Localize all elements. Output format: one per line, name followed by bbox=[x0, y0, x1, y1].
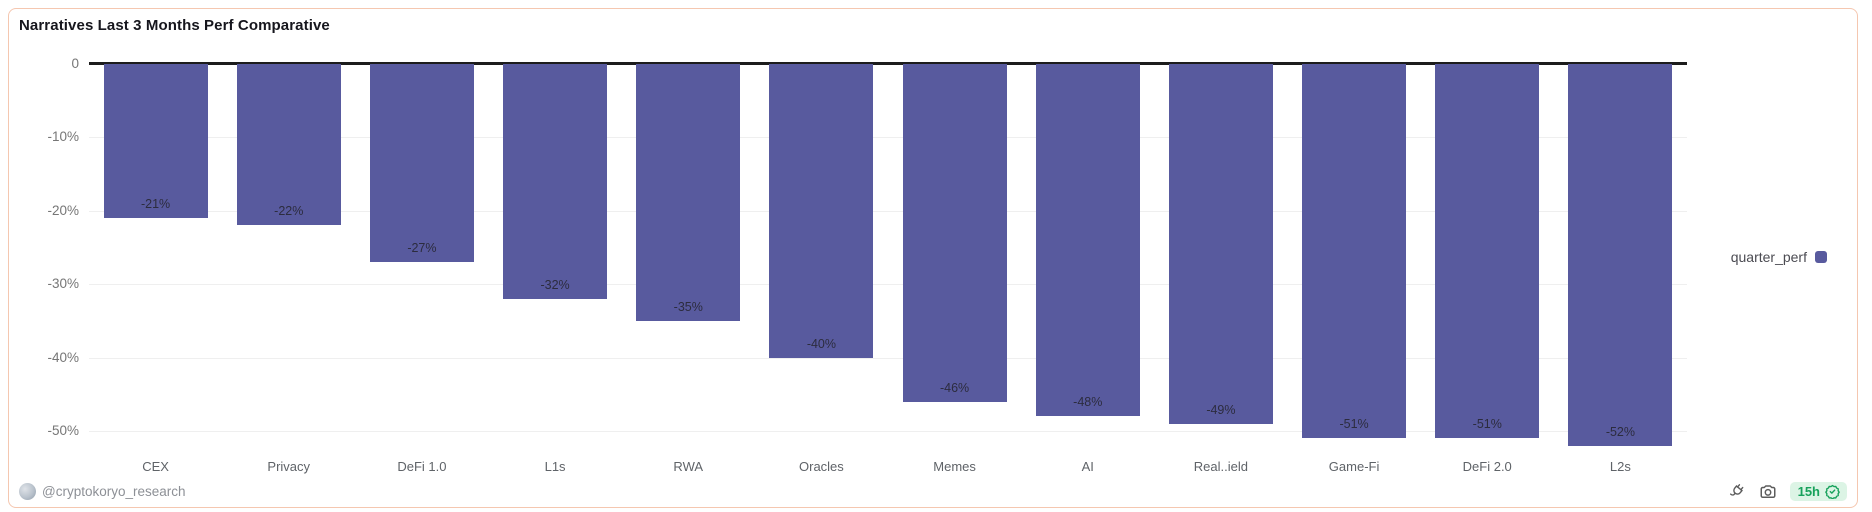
bar-value-label: -46% bbox=[939, 380, 970, 395]
plug-icon[interactable] bbox=[1728, 482, 1747, 501]
category-label-L1s: L1s bbox=[544, 459, 566, 474]
gridline bbox=[89, 284, 1687, 286]
bar-CEX[interactable]: -21% bbox=[103, 64, 208, 219]
category-label-Game-Fi: Game-Fi bbox=[1328, 459, 1380, 474]
y-axis-tick-label: 0 bbox=[71, 56, 79, 71]
y-axis-tick-label: -40% bbox=[47, 349, 79, 365]
bar-DeFi 2.0[interactable]: -51% bbox=[1435, 64, 1540, 439]
category-label-DeFi 1.0: DeFi 1.0 bbox=[397, 459, 447, 474]
bar-value-label: -48% bbox=[1073, 395, 1103, 410]
chart-title: Narratives Last 3 Months Perf Comparativ… bbox=[19, 17, 330, 34]
y-axis-tick-label: -20% bbox=[47, 202, 79, 218]
bar-value-label: -51% bbox=[1339, 417, 1369, 432]
bar-value-label: -35% bbox=[673, 299, 703, 314]
legend-swatch-icon bbox=[1815, 251, 1827, 263]
bar-Privacy[interactable]: -22% bbox=[236, 64, 341, 226]
footer-actions: 15h bbox=[1728, 482, 1847, 501]
avatar bbox=[19, 483, 36, 500]
bar-value-label: -52% bbox=[1605, 424, 1635, 439]
category-label-L2s: L2s bbox=[1609, 459, 1631, 474]
category-label-Privacy: Privacy bbox=[267, 459, 311, 474]
legend-label: quarter_perf bbox=[1730, 249, 1807, 265]
bar-value-label: -32% bbox=[540, 277, 570, 292]
gridline bbox=[89, 137, 1687, 139]
y-axis-tick-label: -10% bbox=[47, 129, 79, 145]
bar-value-label: -27% bbox=[407, 241, 437, 256]
freshness-badge[interactable]: 15h bbox=[1789, 482, 1847, 501]
bar-DeFi 1.0[interactable]: -27% bbox=[369, 64, 474, 263]
category-label-CEX: CEX bbox=[142, 459, 169, 474]
category-label-Oracles: Oracles bbox=[799, 459, 844, 474]
category-label-AI: AI bbox=[1081, 459, 1094, 474]
legend[interactable]: quarter_perf bbox=[1731, 249, 1827, 265]
gridline bbox=[89, 431, 1687, 432]
bar-AI[interactable]: -48% bbox=[1035, 64, 1140, 417]
bar-L1s[interactable]: -32% bbox=[503, 64, 608, 299]
bar-value-label: -21% bbox=[140, 197, 171, 212]
bar-Memes[interactable]: -46% bbox=[902, 64, 1007, 402]
camera-icon[interactable] bbox=[1759, 482, 1778, 501]
bar-value-label: -22% bbox=[274, 204, 304, 219]
seal-check-icon bbox=[1825, 484, 1840, 499]
x-axis-zero-line bbox=[89, 62, 1687, 65]
author-handle: @cryptokoryo_research bbox=[42, 484, 186, 499]
bar-value-label: -51% bbox=[1472, 417, 1502, 432]
category-label-Memes: Memes bbox=[933, 459, 976, 474]
plot-area: -21% -22% -27% -32% -35% -40% -46% -48% -49% -51%… bbox=[89, 64, 1687, 464]
x-axis-category-labels: CEX Privacy DeFi 1.0 L1s RWA Oracles Memes AI Re… bbox=[89, 459, 1687, 479]
gridline bbox=[89, 210, 1687, 212]
author-link[interactable]: @cryptokoryo_research bbox=[19, 483, 186, 500]
bar-L2s[interactable]: -52% bbox=[1568, 64, 1673, 446]
bar-Oracles[interactable]: -40% bbox=[769, 64, 874, 358]
bar-RWA[interactable]: -35% bbox=[636, 64, 741, 321]
gridline bbox=[89, 357, 1687, 359]
category-label-RWA: RWA bbox=[673, 459, 704, 474]
bar-value-label: -40% bbox=[806, 336, 836, 351]
freshness-badge-text: 15h bbox=[1797, 484, 1820, 499]
category-label-Real..ield: Real..ield bbox=[1193, 459, 1248, 474]
category-label-DeFi 2.0: DeFi 2.0 bbox=[1462, 459, 1512, 474]
y-axis-tick-label: -30% bbox=[47, 276, 79, 292]
chart-card: Narratives Last 3 Months Perf Comparativ… bbox=[8, 8, 1858, 508]
bar-value-label: -49% bbox=[1206, 402, 1236, 417]
bar-Real..ield[interactable]: -49% bbox=[1168, 64, 1273, 424]
y-axis-tick-label: -50% bbox=[47, 423, 79, 438]
bar-Game-Fi[interactable]: -51% bbox=[1302, 64, 1407, 439]
